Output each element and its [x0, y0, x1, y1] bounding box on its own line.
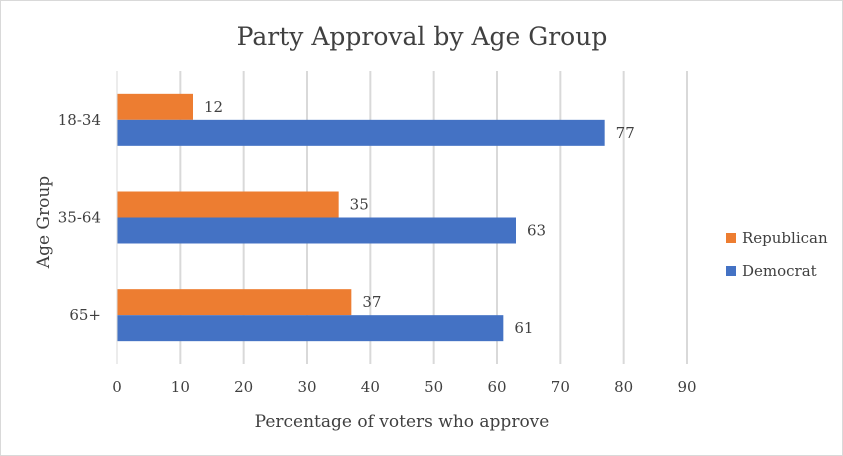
bar-republican-18-34: [117, 93, 193, 120]
x-tick-label: 60: [487, 378, 506, 396]
legend-swatch-republican: [726, 233, 736, 243]
data-label: 61: [514, 319, 533, 337]
legend: Republican Democrat: [726, 229, 828, 280]
x-tick-label: 80: [614, 378, 633, 396]
x-tick-label: 20: [234, 378, 253, 396]
data-label: 37: [362, 293, 381, 311]
x-axis-label: Percentage of voters who approve: [255, 412, 550, 432]
x-tick-label: 10: [171, 378, 190, 396]
bar-democrat-65+: [117, 315, 504, 342]
x-tick-label: 50: [424, 378, 443, 396]
chart-title: Party Approval by Age Group: [237, 22, 608, 51]
legend-label-democrat: Democrat: [742, 262, 817, 280]
bar-republican-65+: [117, 289, 352, 316]
y-axis-label: Age Group: [34, 176, 54, 270]
data-label: 35: [350, 196, 369, 214]
x-tick-label: 90: [677, 378, 696, 396]
data-label: 12: [204, 98, 223, 116]
bar-republican-35-64: [117, 191, 339, 218]
x-tick-label: 70: [551, 378, 570, 396]
data-labels: 12 77 35 63 37 61: [204, 98, 635, 337]
x-tick-label: 40: [361, 378, 380, 396]
legend-label-republican: Republican: [742, 229, 828, 247]
bar-democrat-35-64: [117, 217, 516, 244]
data-label: 77: [616, 124, 635, 142]
bars: [117, 93, 605, 342]
data-label: 63: [527, 222, 546, 240]
bar-democrat-18-34: [117, 119, 605, 146]
x-tick-label: 30: [297, 378, 316, 396]
y-tick-label: 18-34: [58, 111, 101, 129]
y-tick-label: 35-64: [58, 209, 101, 227]
legend-swatch-democrat: [726, 266, 736, 276]
y-axis-ticks: 18-34 35-64 65+: [58, 111, 101, 324]
y-tick-label: 65+: [69, 306, 101, 324]
x-axis-ticks: 0 10 20 30 40 50 60 70 80 90: [112, 378, 696, 396]
x-tick-label: 0: [112, 378, 122, 396]
